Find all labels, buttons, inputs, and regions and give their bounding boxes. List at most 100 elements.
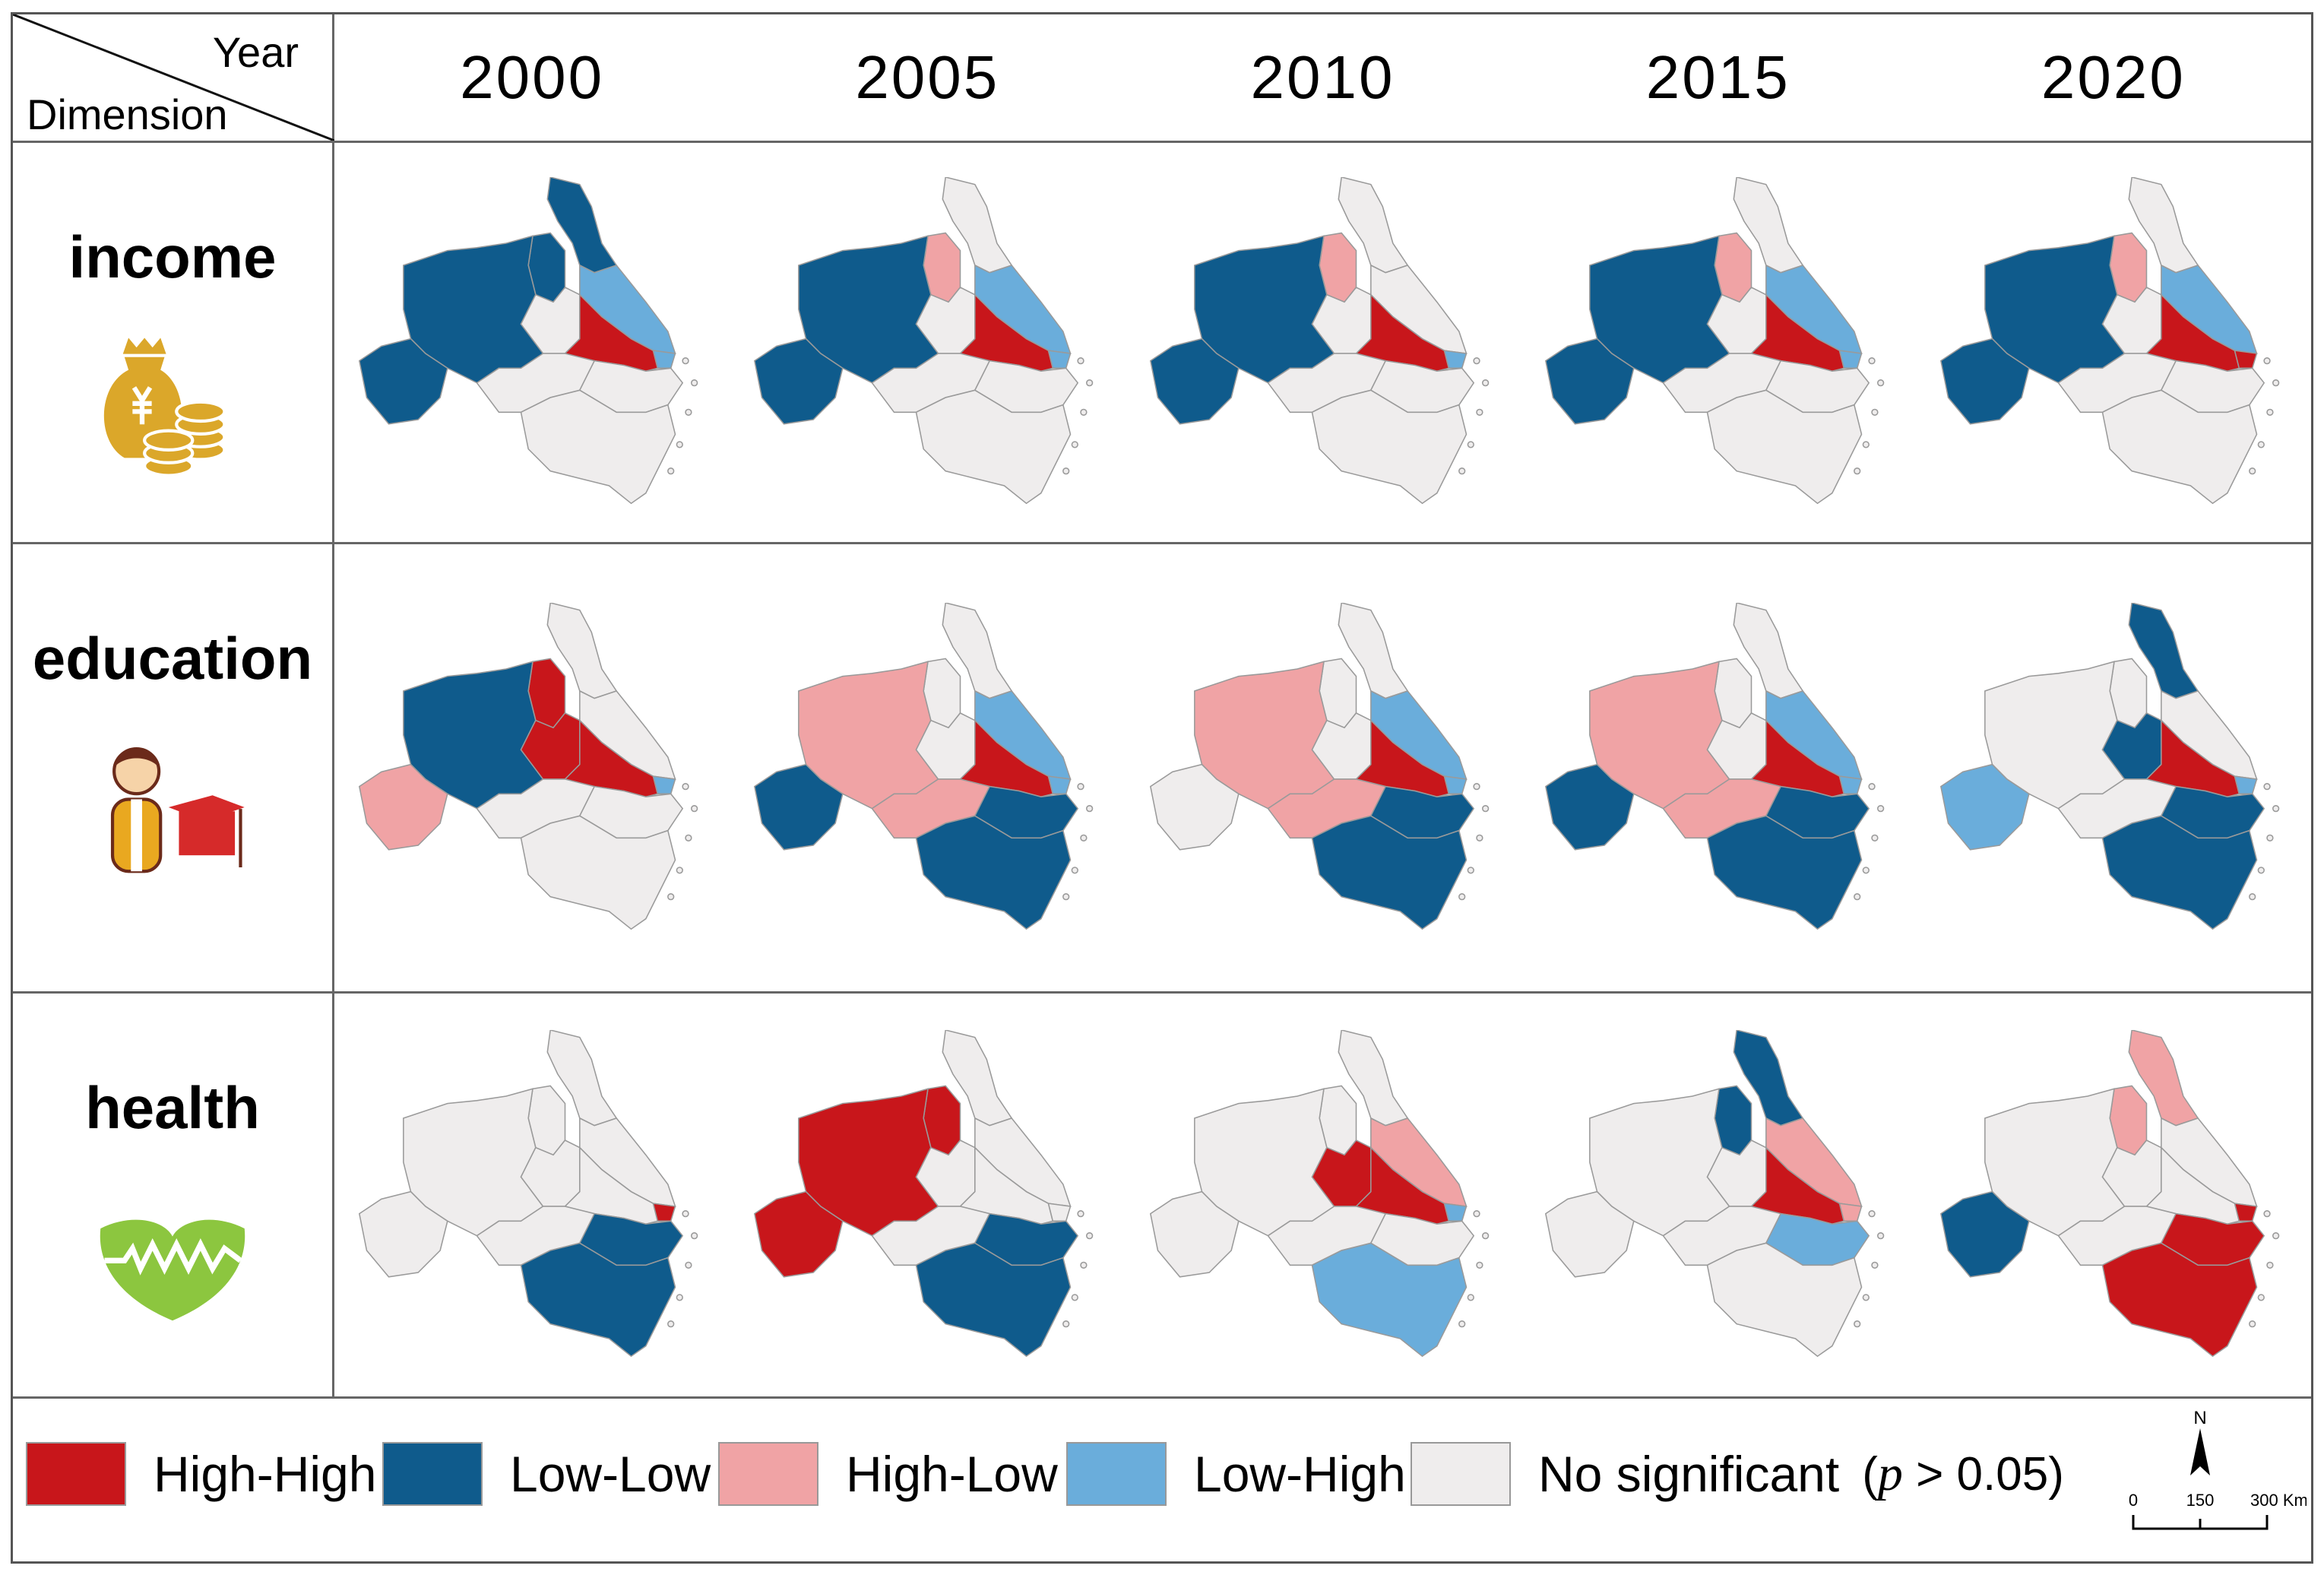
region-anhui-west xyxy=(1939,1190,2030,1278)
year-header: 2005 xyxy=(855,43,1000,111)
corner-dimension-label: Dimension xyxy=(27,90,228,138)
region-zhejiang-south xyxy=(1706,815,1863,930)
island xyxy=(1472,782,1480,790)
map-cell xyxy=(334,143,730,542)
region-anhui-west xyxy=(754,338,844,425)
island xyxy=(1071,1293,1079,1301)
legend-label: High-Low xyxy=(846,1446,1058,1502)
legend-item: High-Low xyxy=(718,1442,1058,1506)
island xyxy=(691,1231,698,1239)
region-shanghai xyxy=(1442,1202,1468,1222)
dimension-label: health xyxy=(85,1074,260,1141)
scale-bar xyxy=(2132,1515,2269,1530)
region-anhui-west xyxy=(1939,763,2030,851)
map-cell xyxy=(1521,994,1916,1396)
island xyxy=(1062,467,1070,475)
region-zhejiang-south xyxy=(1706,1242,1863,1357)
island xyxy=(691,379,698,387)
cluster-map-health-2005 xyxy=(754,1029,1094,1357)
island xyxy=(691,804,698,812)
region-zhejiang-south xyxy=(1311,1242,1467,1357)
island xyxy=(685,834,692,841)
dimension-label: education xyxy=(32,625,313,692)
island xyxy=(1868,357,1876,365)
island xyxy=(667,1320,675,1327)
map-cell xyxy=(1916,544,2311,991)
island xyxy=(2272,804,2280,812)
region-anhui-west xyxy=(1149,1190,1240,1278)
map-cell xyxy=(1125,994,1520,1396)
region-shanghai xyxy=(2234,1202,2258,1222)
dimension-cell: education xyxy=(13,544,334,991)
island xyxy=(667,467,675,475)
island xyxy=(2248,1320,2256,1327)
region-anhui-west xyxy=(1149,338,1240,425)
region-shanghai xyxy=(1838,775,1863,794)
island xyxy=(1086,1231,1094,1239)
map-cell xyxy=(1125,544,1520,991)
legend-swatch xyxy=(718,1442,818,1506)
cluster-map-education-2020 xyxy=(1939,602,2280,930)
island xyxy=(2263,782,2271,790)
region-zhejiang-south xyxy=(520,815,676,930)
island xyxy=(1862,441,1870,448)
results-table: Year Dimension 2000 2005 2010 2015 2020 … xyxy=(11,12,2313,1399)
island xyxy=(1472,1209,1480,1217)
island xyxy=(1077,357,1084,365)
island xyxy=(1086,379,1094,387)
region-anhui-west xyxy=(1149,763,1240,851)
north-arrow-scale-bar: N 0 150 300 Km xyxy=(2129,1408,2307,1530)
year-header: 2010 xyxy=(1250,43,1395,111)
region-anhui-west xyxy=(359,763,448,851)
scale-label: 150 xyxy=(2186,1491,2215,1510)
map-cell xyxy=(1125,143,1520,542)
north-label: N xyxy=(2193,1408,2206,1428)
region-zhejiang-south xyxy=(1311,815,1467,930)
island xyxy=(1868,1209,1876,1217)
year-header: 2020 xyxy=(2041,43,2186,111)
region-shanghai xyxy=(2234,775,2258,794)
island xyxy=(1481,804,1489,812)
cluster-map-education-2015 xyxy=(1544,602,1884,930)
island xyxy=(676,441,684,448)
island xyxy=(1472,357,1480,365)
heart-pulse-icon xyxy=(100,1219,245,1321)
corner-cell: Year Dimension xyxy=(13,14,334,141)
region-shanghai xyxy=(1838,1202,1863,1222)
island xyxy=(2266,408,2274,416)
region-zhejiang-south xyxy=(915,815,1072,930)
legend-label: High-High xyxy=(154,1446,377,1502)
island xyxy=(1870,834,1879,841)
island xyxy=(1475,408,1483,416)
map-cell xyxy=(730,143,1125,542)
map-cell xyxy=(1916,994,2311,1396)
north-arrow-icon xyxy=(2190,1428,2210,1475)
island xyxy=(2257,866,2265,874)
map-cell xyxy=(334,544,730,991)
island xyxy=(2266,1261,2274,1269)
dimension-row-education: education xyxy=(13,544,2311,994)
island xyxy=(1853,892,1861,900)
island xyxy=(667,892,675,900)
legend-item: Low-High xyxy=(1066,1442,1406,1506)
island xyxy=(1853,1320,1861,1327)
dimension-row-income: income xyxy=(13,143,2311,544)
dimension-cell: income xyxy=(13,143,334,542)
student-graduation-icon xyxy=(110,747,245,873)
region-shanghai xyxy=(652,1202,676,1222)
cluster-map-income-2020 xyxy=(1939,177,2280,505)
island xyxy=(1458,467,1465,475)
region-zhejiang-south xyxy=(520,389,676,505)
legend-item: Low-Low xyxy=(382,1442,711,1506)
year-header: 2000 xyxy=(460,43,605,111)
island xyxy=(1077,1209,1084,1217)
island xyxy=(1467,866,1474,874)
region-anhui-west xyxy=(1544,1190,1635,1278)
legend-label: Low-Low xyxy=(510,1446,711,1502)
island xyxy=(1876,1231,1884,1239)
region-shanghai xyxy=(1442,350,1468,369)
region-anhui-west xyxy=(359,1190,448,1278)
island xyxy=(1876,379,1884,387)
cluster-map-health-2020 xyxy=(1939,1029,2280,1357)
legend-label: No significant xyxy=(1538,1446,1840,1502)
